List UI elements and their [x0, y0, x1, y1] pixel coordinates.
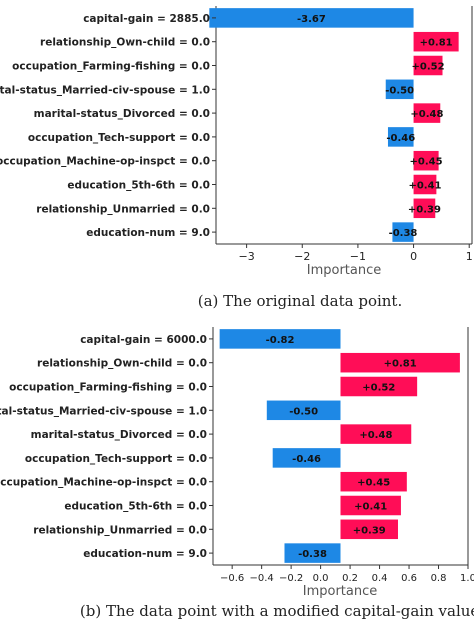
bar — [266, 400, 341, 421]
category-label: marital-status_Divorced = 0.0 — [31, 429, 207, 441]
value-label: +0.39 — [353, 525, 386, 536]
category-label: capital-gain = 2885.0 — [83, 13, 210, 25]
bar — [340, 376, 418, 397]
bar — [413, 174, 437, 195]
bar — [340, 471, 407, 492]
bar — [284, 543, 341, 563]
category-label: marital-status_Married-civ-spouse = 1.0 — [0, 405, 207, 417]
category-label: relationship_Own-child = 0.0 — [40, 37, 210, 49]
x-tick-label: 0.6 — [401, 573, 417, 584]
x-tick-label: 1.0 — [460, 573, 474, 584]
value-label: +0.41 — [408, 181, 441, 192]
x-tick-label: −0.2 — [279, 573, 303, 584]
bar — [272, 448, 341, 468]
value-label: +0.41 — [354, 502, 387, 513]
category-label: relationship_Own-child = 0.0 — [37, 358, 207, 370]
chart-panel-a: −3 −2 −1 0 1 Importance capital-gain = 2885.0 -… — [0, 6, 473, 278]
x-axis-label: Importance — [303, 584, 378, 599]
value-label: +0.81 — [420, 38, 453, 49]
bar — [413, 31, 459, 52]
bar — [385, 79, 414, 100]
bar — [340, 519, 398, 540]
value-label: +0.48 — [359, 430, 392, 441]
category-label: occupation_Machine-op-inspct = 0.0 — [0, 156, 210, 168]
value-label: -0.38 — [298, 549, 327, 560]
value-label: +0.39 — [408, 204, 441, 215]
category-label: education_5th-6th = 0.0 — [67, 180, 210, 192]
value-label: -3.67 — [297, 14, 326, 25]
bar — [387, 127, 414, 147]
x-tick-label: 0 — [410, 250, 417, 263]
bar — [340, 352, 460, 373]
category-label: occupation_Tech-support = 0.0 — [25, 453, 207, 465]
value-label: -0.46 — [386, 133, 415, 144]
x-tick-label: 0.2 — [342, 573, 358, 584]
caption-b: (b) The data point with a modified capit… — [80, 602, 474, 620]
value-label: -0.38 — [389, 228, 418, 239]
x-tick-label: −1 — [350, 250, 366, 263]
bar — [413, 103, 441, 123]
bar — [340, 424, 412, 444]
value-label: +0.81 — [384, 359, 417, 370]
bar — [340, 495, 401, 516]
x-axis-label: Importance — [307, 263, 382, 278]
value-label: +0.45 — [357, 478, 390, 489]
bar — [219, 329, 341, 349]
category-label: marital-status_Divorced = 0.0 — [34, 108, 210, 120]
x-tick-label: −0.6 — [220, 573, 244, 584]
value-label: +0.45 — [410, 157, 443, 168]
value-label: +0.52 — [362, 383, 395, 394]
x-tick-label: 1 — [466, 250, 473, 263]
value-label: -0.82 — [266, 335, 295, 346]
bar — [413, 55, 443, 76]
value-label: +0.48 — [410, 109, 443, 120]
category-label: capital-gain = 6000.0 — [80, 334, 207, 346]
category-label: occupation_Machine-op-inspct = 0.0 — [0, 477, 207, 489]
caption-a: (a) The original data point. — [198, 292, 402, 310]
x-tick-label: 0.8 — [431, 573, 447, 584]
x-tick-label: −3 — [238, 250, 254, 263]
category-label: occupation_Tech-support = 0.0 — [28, 132, 210, 144]
x-tick-label: 0.0 — [313, 573, 329, 584]
bar — [413, 198, 436, 219]
bar — [413, 150, 439, 171]
category-label: relationship_Unmarried = 0.0 — [33, 524, 207, 536]
bar — [209, 8, 414, 28]
bar — [392, 222, 414, 242]
chart-panel-b: −0.6 −0.4 −0.2 0.0 0.2 0.4 0.6 0.8 1.0 Importance… — [0, 327, 474, 599]
category-label: education-num = 9.0 — [83, 548, 207, 560]
x-tick-label: −0.4 — [249, 573, 273, 584]
value-label: -0.50 — [385, 85, 414, 96]
x-tick-label: −2 — [294, 250, 310, 263]
x-tick-label: 0.4 — [372, 573, 388, 584]
value-label: -0.50 — [289, 406, 318, 417]
category-label: relationship_Unmarried = 0.0 — [36, 203, 210, 215]
value-label: -0.46 — [292, 454, 321, 465]
category-label: marital-status_Married-civ-spouse = 1.0 — [0, 84, 210, 96]
value-label: +0.52 — [412, 62, 445, 73]
category-label: education_5th-6th = 0.0 — [64, 501, 207, 513]
category-label: occupation_Farming-fishing = 0.0 — [12, 61, 210, 73]
category-label: occupation_Farming-fishing = 0.0 — [9, 382, 207, 394]
category-label: education-num = 9.0 — [86, 227, 210, 239]
